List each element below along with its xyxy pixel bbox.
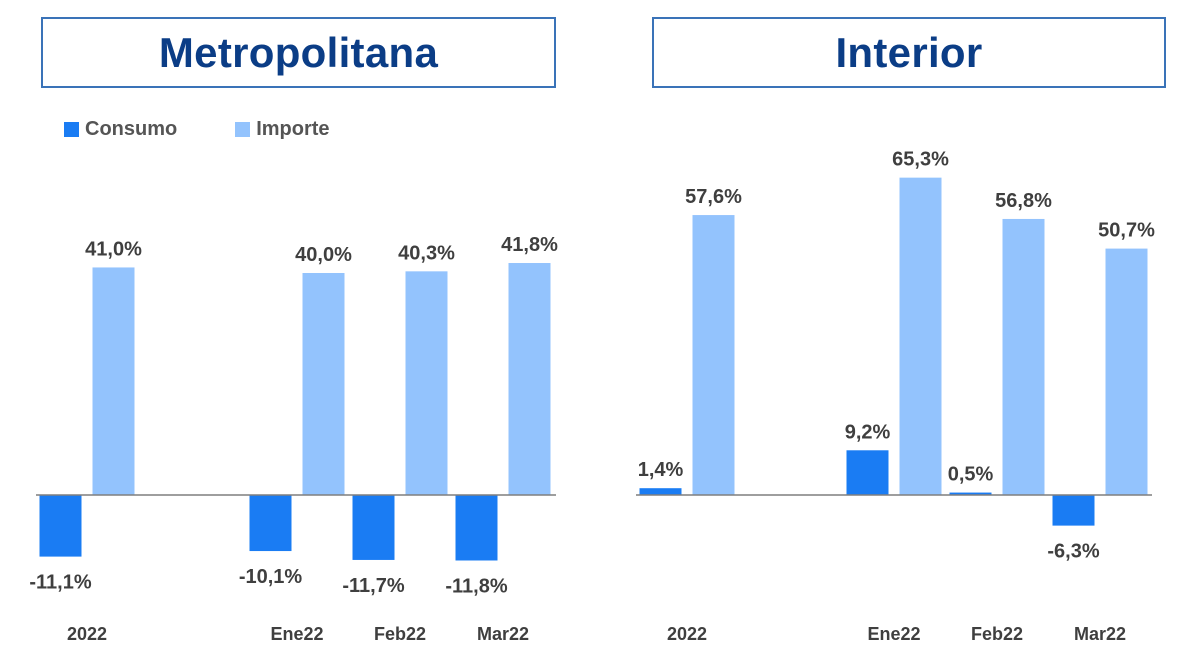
bar-interior-consumo-2022	[639, 488, 682, 495]
category-label-metropolitana-2022: 2022	[67, 624, 107, 644]
bar-metropolitana-importe-ene22	[302, 273, 345, 495]
legend-swatch-importe	[235, 122, 251, 137]
data-label-metropolitana-importe-feb22: 40,3%	[398, 242, 455, 264]
legend-item-importe: Importe	[235, 118, 330, 141]
category-label-metropolitana-ene22: Ene22	[270, 624, 323, 644]
data-label-interior-importe-mar22: 50,7%	[1098, 220, 1155, 242]
category-label-interior-ene22: Ene22	[867, 624, 920, 644]
legend-swatch-consumo	[64, 122, 79, 137]
bar-metropolitana-importe-feb22	[405, 271, 448, 495]
data-label-metropolitana-consumo-2022: -11,1%	[29, 572, 91, 594]
legend-label-importe: Importe	[256, 118, 330, 140]
data-label-interior-consumo-mar22: -6,3%	[1047, 541, 1099, 563]
data-label-interior-consumo-ene22: 9,2%	[845, 421, 891, 443]
data-label-interior-consumo-feb22: 0,5%	[948, 464, 994, 486]
bar-interior-consumo-mar22	[1052, 495, 1095, 526]
bar-metropolitana-importe-2022	[92, 267, 135, 495]
legend: Consumo Importe	[64, 118, 388, 141]
data-label-interior-importe-ene22: 65,3%	[892, 149, 949, 171]
data-label-metropolitana-importe-ene22: 40,0%	[295, 244, 352, 266]
legend-label-consumo: Consumo	[85, 118, 178, 140]
data-label-interior-importe-2022: 57,6%	[685, 186, 742, 208]
data-label-metropolitana-consumo-ene22: -10,1%	[239, 566, 303, 588]
chart-title-interior: Interior	[652, 17, 1166, 88]
category-label-interior-mar22: Mar22	[1074, 624, 1126, 644]
bar-metropolitana-importe-mar22	[508, 263, 551, 495]
bar-metropolitana-consumo-ene22	[249, 495, 292, 552]
data-label-metropolitana-consumo-mar22: -11,8%	[445, 575, 507, 597]
data-label-interior-importe-feb22: 56,8%	[995, 190, 1052, 212]
data-label-metropolitana-importe-mar22: 41,8%	[501, 234, 558, 256]
category-label-interior-feb22: Feb22	[971, 624, 1023, 644]
chart-title-metropolitana-text: Metropolitana	[158, 28, 439, 76]
chart-title-interior-text: Interior	[835, 28, 983, 76]
chart-title-metropolitana: Metropolitana	[41, 17, 556, 88]
bar-metropolitana-consumo-mar22	[455, 495, 498, 561]
bar-interior-importe-ene22	[899, 177, 942, 495]
bar-interior-consumo-feb22	[949, 492, 992, 495]
category-label-interior-2022: 2022	[667, 624, 707, 644]
category-label-metropolitana-mar22: Mar22	[477, 624, 529, 644]
bar-interior-importe-mar22	[1105, 248, 1148, 495]
bar-metropolitana-consumo-feb22	[352, 495, 395, 560]
data-label-metropolitana-consumo-feb22: -11,7%	[342, 575, 404, 597]
category-label-metropolitana-feb22: Feb22	[374, 624, 426, 644]
data-label-metropolitana-importe-2022: 41,0%	[85, 238, 142, 260]
bar-metropolitana-consumo-2022	[39, 495, 82, 557]
bar-interior-importe-feb22	[1002, 218, 1045, 495]
data-label-interior-consumo-2022: 1,4%	[638, 459, 684, 481]
bar-interior-consumo-ene22	[846, 450, 889, 495]
bar-interior-importe-2022	[692, 215, 735, 495]
legend-item-consumo: Consumo	[64, 118, 177, 141]
